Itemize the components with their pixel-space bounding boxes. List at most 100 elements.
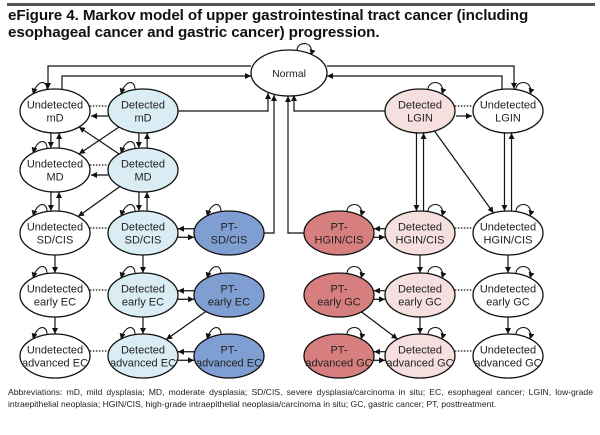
top-rule — [7, 3, 595, 6]
state-label: HGIN/CIS — [396, 235, 445, 247]
state-label: PT- — [220, 222, 237, 234]
state-label: PT- — [220, 345, 237, 357]
state-label: advanced GC — [305, 358, 372, 370]
state-ellipse — [303, 272, 375, 318]
state-label: Detected — [398, 100, 442, 112]
state-label: Normal — [272, 68, 306, 80]
self-loop-u_mD — [31, 82, 48, 95]
state-ellipse — [472, 210, 544, 256]
state-label: Undetected — [480, 222, 536, 234]
transition-d_LGIN-to-u_HGIN — [433, 130, 495, 214]
transition-pt_HGIN-to-normal — [285, 96, 304, 234]
figure-title: eFigure 4. Markov model of upper gastroi… — [8, 7, 529, 41]
state-label: PT- — [330, 222, 347, 234]
state-label: Detected — [398, 345, 442, 357]
state-label: Detected — [121, 159, 165, 171]
state-node-normal: Normal — [250, 49, 328, 97]
self-loop-pt_aEC — [205, 327, 222, 340]
state-ellipse — [107, 272, 179, 318]
state-ellipse — [19, 210, 91, 256]
state-label: mD — [46, 113, 63, 125]
state-label: Undetected — [27, 222, 83, 234]
state-node-pt_aEC: PT-advanced EC — [193, 333, 265, 379]
state-label: Detected — [398, 222, 442, 234]
state-ellipse — [384, 333, 456, 379]
state-ellipse — [19, 272, 91, 318]
state-label: Detected — [121, 100, 165, 112]
self-loop-d_eGC — [427, 266, 447, 279]
state-label: PT- — [330, 284, 347, 296]
state-label: early GC — [317, 297, 360, 309]
state-label: Undetected — [27, 100, 83, 112]
state-label: advanced EC — [22, 358, 88, 370]
self-loop-d_aEC — [119, 327, 136, 340]
state-label: PT- — [330, 345, 347, 357]
state-ellipse — [384, 272, 456, 318]
state-ellipse — [107, 88, 179, 134]
state-label: HGIN/CIS — [484, 235, 533, 247]
self-loop-d_mD — [119, 82, 136, 95]
transition-normal-to-u_LGIN — [327, 65, 517, 89]
transition-u_mD-to-normal — [61, 73, 251, 90]
state-label: HGIN/CIS — [315, 235, 364, 247]
self-loop-u_aGC — [515, 327, 535, 340]
transition-normal-to-u_mD — [45, 65, 251, 89]
state-label: early EC — [34, 297, 76, 309]
state-ellipse — [193, 210, 265, 256]
state-ellipse — [19, 147, 91, 193]
state-label: Detected — [121, 284, 165, 296]
self-loop-u_eEC — [31, 266, 48, 279]
state-ellipse — [384, 88, 456, 134]
abbreviations-note: Abbreviations: mD, mild dysplasia; MD, m… — [8, 387, 593, 409]
state-node-pt_eGC: PT-early GC — [303, 272, 375, 318]
self-loop-d_eEC — [119, 266, 136, 279]
state-label: Undetected — [27, 284, 83, 296]
state-label: advanced EC — [110, 358, 176, 370]
state-node-pt_SD: PT-SD/CIS — [193, 210, 265, 256]
transition-d_MD-to-u_SD — [77, 186, 121, 217]
self-loop-u_MD — [31, 141, 48, 154]
state-label: LGIN — [495, 113, 521, 125]
state-label: advanced GC — [386, 358, 453, 370]
self-loop-pt_eGC — [346, 266, 366, 279]
transition-d_MD-to-u_mD — [78, 126, 120, 155]
state-label: early EC — [122, 297, 164, 309]
state-label: Undetected — [27, 345, 83, 357]
transition-u_LGIN-to-normal — [327, 73, 503, 90]
self-loop-u_LGIN — [515, 82, 535, 95]
state-ellipse — [472, 333, 544, 379]
self-loop-d_HGIN — [427, 204, 447, 217]
self-loop-u_HGIN — [515, 204, 535, 217]
self-loop-pt_aGC — [346, 327, 366, 340]
state-label: mD — [134, 113, 151, 125]
state-label: Detected — [121, 222, 165, 234]
self-loop-pt_SD — [205, 204, 222, 217]
state-label: early GC — [486, 297, 529, 309]
state-ellipse — [107, 147, 179, 193]
state-label: PT- — [220, 284, 237, 296]
transition-d_LGIN-to-normal — [291, 95, 385, 112]
self-loop-u_eGC — [515, 266, 535, 279]
state-label: advanced GC — [474, 358, 541, 370]
state-ellipse — [107, 333, 179, 379]
state-label: early EC — [208, 297, 250, 309]
self-loop-d_SD — [119, 204, 136, 217]
self-loop-d_aGC — [427, 327, 447, 340]
self-loop-u_aEC — [31, 327, 48, 340]
state-label: early GC — [398, 297, 441, 309]
state-label: advanced EC — [196, 358, 262, 370]
self-loop-pt_HGIN — [346, 204, 366, 217]
state-node-pt_aGC: PT-advanced GC — [303, 333, 375, 379]
